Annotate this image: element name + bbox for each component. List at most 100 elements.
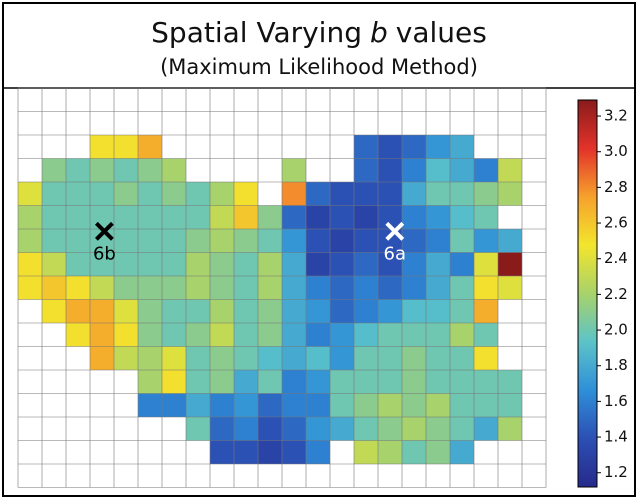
cell bbox=[306, 205, 330, 229]
cell bbox=[354, 158, 378, 182]
cell bbox=[330, 417, 354, 441]
cell bbox=[354, 417, 378, 441]
cell bbox=[114, 158, 138, 182]
cell bbox=[354, 299, 378, 323]
cell bbox=[162, 182, 186, 206]
cell bbox=[138, 135, 162, 159]
marker-label: 6a bbox=[384, 243, 406, 264]
cell bbox=[114, 299, 138, 323]
cell bbox=[378, 252, 402, 276]
cell bbox=[474, 229, 498, 253]
cell bbox=[234, 205, 258, 229]
cell bbox=[186, 346, 210, 370]
cell bbox=[18, 182, 42, 206]
cell bbox=[42, 158, 66, 182]
cell bbox=[378, 182, 402, 206]
cell bbox=[330, 346, 354, 370]
cell bbox=[306, 299, 330, 323]
cell bbox=[330, 323, 354, 347]
cell bbox=[138, 393, 162, 417]
cell bbox=[42, 276, 66, 300]
cell bbox=[426, 440, 450, 464]
cell bbox=[282, 205, 306, 229]
cell bbox=[42, 229, 66, 253]
cell bbox=[18, 276, 42, 300]
cell bbox=[378, 346, 402, 370]
cell bbox=[162, 205, 186, 229]
cell bbox=[162, 323, 186, 347]
cell bbox=[330, 205, 354, 229]
cell bbox=[18, 252, 42, 276]
cell bbox=[354, 252, 378, 276]
cell bbox=[282, 370, 306, 394]
cell bbox=[186, 182, 210, 206]
colorbar-tick-label: 1.4 bbox=[604, 428, 628, 446]
cell bbox=[258, 299, 282, 323]
cell bbox=[234, 276, 258, 300]
cell bbox=[378, 135, 402, 159]
cell bbox=[234, 417, 258, 441]
cell bbox=[378, 440, 402, 464]
colorbar bbox=[577, 99, 598, 488]
cell bbox=[90, 158, 114, 182]
cell bbox=[402, 440, 426, 464]
cell bbox=[330, 370, 354, 394]
heatmap bbox=[18, 135, 522, 464]
cell bbox=[282, 182, 306, 206]
cell bbox=[330, 276, 354, 300]
cell bbox=[402, 276, 426, 300]
cell bbox=[354, 135, 378, 159]
cell bbox=[498, 417, 522, 441]
cell bbox=[402, 417, 426, 441]
cell bbox=[210, 417, 234, 441]
cell bbox=[234, 182, 258, 206]
cell bbox=[258, 393, 282, 417]
colorbar-tick-label: 1.6 bbox=[604, 392, 628, 410]
title-part: values bbox=[396, 16, 487, 49]
cell bbox=[330, 252, 354, 276]
marker bbox=[94, 221, 114, 241]
cell bbox=[90, 346, 114, 370]
cell bbox=[306, 346, 330, 370]
cell bbox=[474, 252, 498, 276]
cell bbox=[402, 158, 426, 182]
cell bbox=[378, 370, 402, 394]
cell bbox=[474, 370, 498, 394]
cell bbox=[210, 276, 234, 300]
cell bbox=[234, 229, 258, 253]
cell bbox=[402, 393, 426, 417]
cell bbox=[378, 417, 402, 441]
cell bbox=[426, 252, 450, 276]
cell bbox=[306, 276, 330, 300]
cell bbox=[234, 252, 258, 276]
cell bbox=[354, 323, 378, 347]
cell bbox=[474, 276, 498, 300]
cell bbox=[258, 417, 282, 441]
cell bbox=[426, 276, 450, 300]
cell bbox=[66, 276, 90, 300]
cell bbox=[138, 229, 162, 253]
cell bbox=[90, 276, 114, 300]
cell bbox=[402, 229, 426, 253]
cell bbox=[498, 370, 522, 394]
cell bbox=[306, 252, 330, 276]
cell bbox=[330, 182, 354, 206]
cell bbox=[162, 276, 186, 300]
cell bbox=[234, 370, 258, 394]
cell bbox=[306, 370, 330, 394]
cell bbox=[378, 276, 402, 300]
colorbar-tick-label: 2.0 bbox=[604, 321, 628, 339]
cell bbox=[42, 182, 66, 206]
cell bbox=[450, 370, 474, 394]
title-part: Spatial Varying bbox=[151, 16, 362, 49]
cell bbox=[186, 229, 210, 253]
cell bbox=[66, 299, 90, 323]
cell bbox=[330, 393, 354, 417]
cell bbox=[282, 276, 306, 300]
cell bbox=[114, 346, 138, 370]
cell bbox=[42, 205, 66, 229]
cell bbox=[306, 182, 330, 206]
cell bbox=[162, 393, 186, 417]
cell bbox=[258, 346, 282, 370]
cell bbox=[450, 252, 474, 276]
